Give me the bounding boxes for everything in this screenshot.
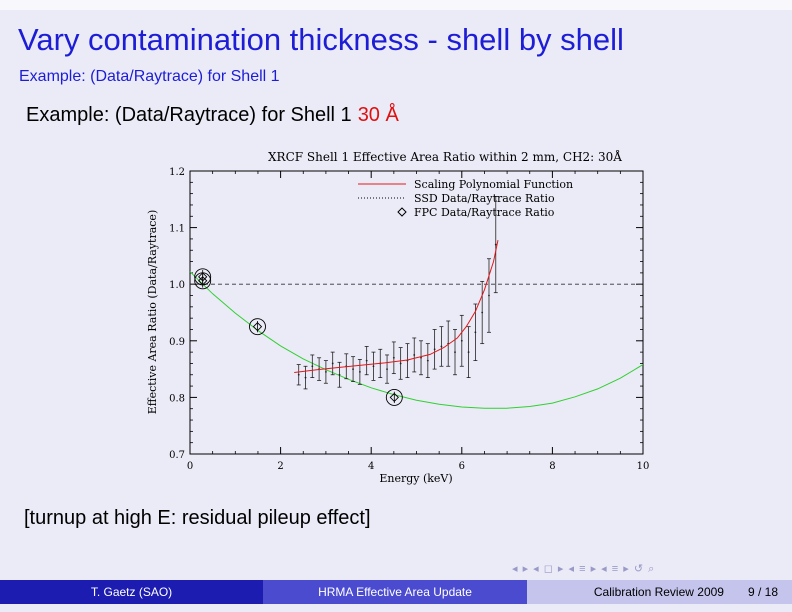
slide-subtitle: Example: (Data/Raytrace) for Shell 1 [19,68,280,85]
legend-fpc-label: FPC Data/Raytrace Ratio [414,206,555,219]
ssd-point [413,354,416,356]
y-tick-label: 1.2 [169,167,185,178]
nav-next-icon[interactable]: ◂ ≡ ▸ [601,563,630,575]
ssd-point [372,365,375,368]
ssd-point [433,348,436,351]
ssd-point [338,373,341,376]
ssd-point [440,345,443,348]
footer-bar: T. Gaetz (SAO) HRMA Effective Area Updat… [0,580,792,604]
ssd-point [304,376,307,379]
ssd-point [331,362,334,365]
example-highlight: 30 Å [357,104,399,126]
note-text: [turnup at high E: residual pileup effec… [24,507,371,529]
y-tick-label: 0.7 [169,450,185,461]
fpc-point [389,392,399,403]
fpc-circle [194,272,212,290]
y-axis-label: Effective Area Ratio (Data/Raytrace) [146,210,159,414]
x-tick-label: 6 [459,461,465,472]
ssd-point [392,356,395,359]
x-tick-label: 4 [368,461,374,472]
ssd-point [311,365,314,368]
nav-search-icon[interactable]: ⌕ [648,563,656,575]
footer-author-section: T. Gaetz (SAO) [0,580,263,604]
x-tick-label: 10 [637,461,650,472]
legend-fpc-swatch [397,207,407,217]
footer-talk-section: HRMA Effective Area Update [263,580,527,604]
ssd-point [297,373,300,376]
x-tick-label: 0 [187,461,193,472]
fpc-circle [249,318,266,336]
footer-right-section: Calibration Review 2009 9 / 18 [527,580,792,604]
ssd-point [467,351,470,354]
fpc-point [252,322,263,332]
y-axis-ticks: 0.7 0.8 0.9 1.0 1.1 1.2 [169,167,643,461]
poly-curve-group [294,239,499,373]
footer-event: Calibration Review 2009 [593,585,724,599]
nav-section-icon[interactable]: ◂ ≡ ▸ [568,563,598,575]
nav-last-icon[interactable]: ↺ [633,563,645,575]
y-tick-label: 1.0 [169,280,185,291]
ssd-point [325,371,327,373]
chart: XRCF Shell 1 Effective Area Ratio within… [146,149,650,485]
footer-page-number: 9 / 18 [747,585,778,599]
ssd-point [420,356,422,359]
nav-prev-icon[interactable]: ◂ ◻ ▸ [533,563,565,575]
fpc-circle [385,388,403,406]
y-tick-label: 1.1 [169,224,185,235]
x-tick-label: 8 [549,461,555,472]
nav-controls: ◂ ▸ ◂ ◻ ▸ ◂ ≡ ▸ ◂ ≡ ▸ ↺ ⌕ [512,562,655,576]
footer-author: T. Gaetz (SAO) [90,585,173,599]
y-tick-label: 0.9 [169,337,185,348]
slide-title: Vary contamination thickness - shell by … [18,22,624,57]
ssd-point [358,371,361,373]
example-line: Example: (Data/Raytrace) for Shell 1 30 Å [26,104,399,127]
ssd-point [474,331,477,334]
footer-talk-title: HRMA Effective Area Update [318,585,472,599]
ssd-point [426,359,429,362]
ssd-point [365,359,368,362]
y-tick-label: 0.8 [169,393,185,404]
x-tick-label: 2 [277,461,283,472]
legend-poly-label: Scaling Polynomial Function [414,178,573,191]
ssd-series-group [296,196,498,390]
ssd-point [399,362,402,365]
chart-title: XRCF Shell 1 Effective Area Ratio within… [268,149,622,164]
ssd-point [352,368,354,370]
fpc-series-group [194,268,403,406]
ssd-point [494,243,497,246]
example-text: Example: (Data/Raytrace) for Shell 1 [26,104,352,126]
legend-ssd-label: SSD Data/Raytrace Ratio [414,192,555,205]
nav-first-icon[interactable]: ◂ ▸ [512,563,530,575]
ssd-point [386,368,388,370]
fpc-point [198,276,208,286]
poly-curve [294,239,499,373]
top-strip [0,0,792,10]
x-axis-ticks: 0 2 4 6 8 10 [187,171,650,472]
ssd-point [460,339,463,342]
legend: Scaling Polynomial Function SSD Data/Ray… [358,178,573,219]
ssd-point [488,294,490,297]
ssd-point [454,351,456,354]
ssd-point [481,311,484,314]
green-curve-group [189,271,644,409]
green-curve [189,271,644,409]
x-axis-label: Energy (keV) [379,472,452,485]
